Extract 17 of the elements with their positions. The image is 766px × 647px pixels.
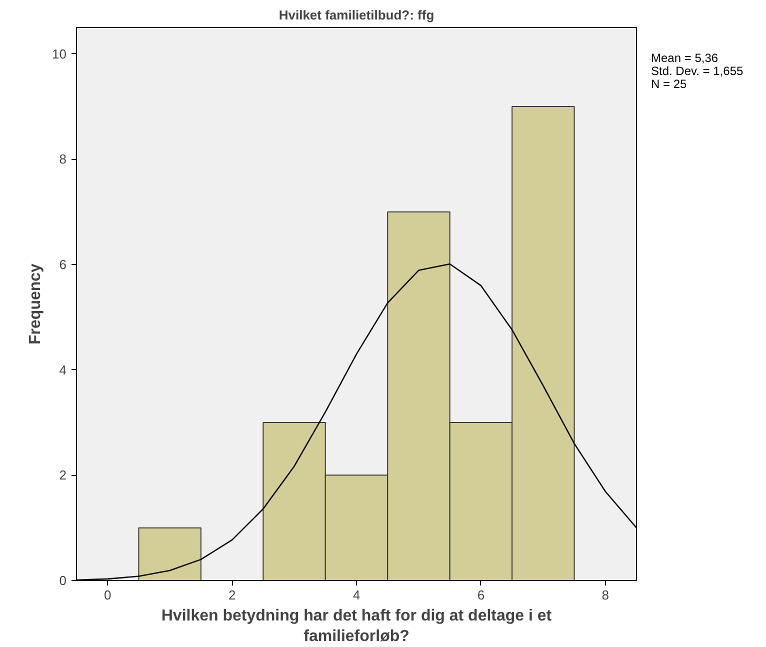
y-tick-label: 6 xyxy=(59,257,67,272)
y-tick-label: 4 xyxy=(59,362,67,378)
text: Std. Dev. = 1,655 xyxy=(651,64,744,78)
x-axis-title: Hvilken betydning har det haft for dig at deltage i et familieforløb? xyxy=(161,608,552,645)
x-tick-label: 0 xyxy=(104,588,112,602)
text: Mean = 5,36 xyxy=(651,51,720,65)
y-tick-label: 0 xyxy=(59,573,67,588)
x-tick-label: 2 xyxy=(228,588,236,602)
y-axis-title: Frequency xyxy=(27,263,44,344)
y-tick-label: 2 xyxy=(59,468,67,483)
text: N = 25 xyxy=(651,77,688,91)
chart-title: Hvilket familietilbud?: ffg xyxy=(278,8,434,22)
y-tick-label: 8 xyxy=(59,152,67,167)
x-tick-label: 4 xyxy=(352,588,360,602)
x-tick-label: 8 xyxy=(602,588,610,602)
y-tick-label: 10 xyxy=(52,46,67,62)
x-tick-label: 6 xyxy=(477,588,485,602)
